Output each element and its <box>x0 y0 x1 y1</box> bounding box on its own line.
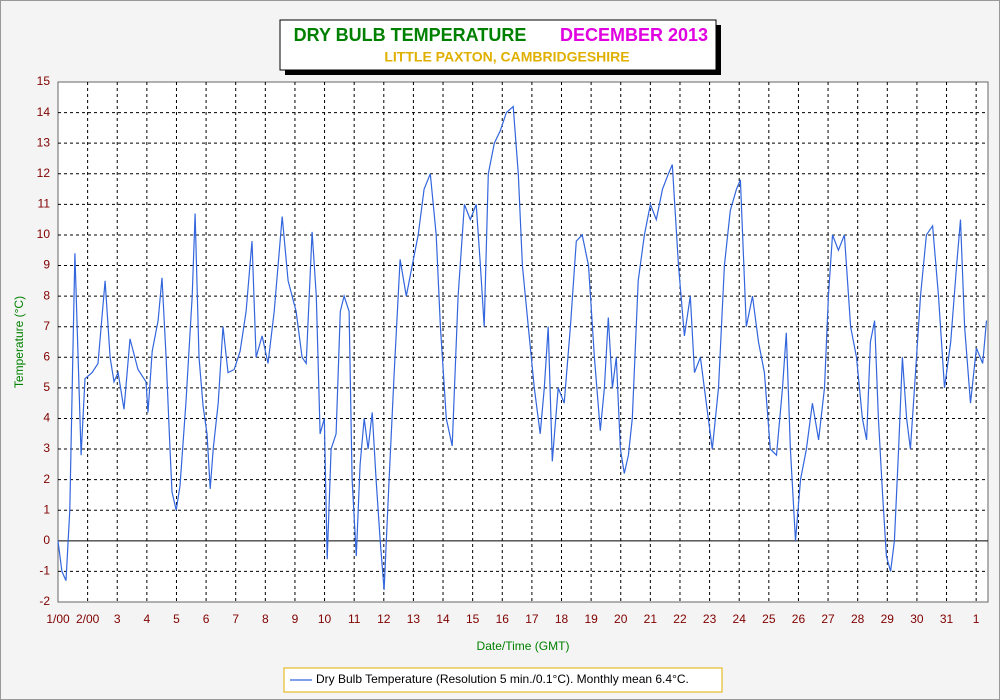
x-tick-label: 22 <box>673 612 687 626</box>
x-tick-label: 13 <box>407 612 421 626</box>
y-tick-label: 1 <box>43 502 50 516</box>
y-tick-label: 6 <box>43 349 50 363</box>
y-tick-label: 11 <box>38 197 51 211</box>
x-tick-label: 24 <box>733 612 747 626</box>
x-tick-label: 15 <box>466 612 480 626</box>
y-tick-label: -1 <box>39 564 50 578</box>
x-tick-label: 12 <box>377 612 391 626</box>
x-tick-label: 11 <box>348 612 361 626</box>
x-tick-label: 7 <box>232 612 239 626</box>
x-tick-label: 21 <box>644 612 658 626</box>
legend: Dry Bulb Temperature (Resolution 5 min./… <box>290 672 689 686</box>
x-tick-label: 6 <box>203 612 210 626</box>
y-tick-label: 13 <box>37 135 51 149</box>
y-tick-label: 9 <box>43 258 50 272</box>
title-box <box>279 19 717 71</box>
x-tick-label: 31 <box>940 612 954 626</box>
x-tick-label: 1/00 <box>46 612 70 626</box>
legend-box <box>283 667 723 693</box>
chart-title: DRY BULB TEMPERATURE <box>294 25 527 45</box>
x-tick-label: 23 <box>703 612 717 626</box>
x-tick-label: 30 <box>910 612 924 626</box>
subtitle: LITTLE PAXTON, CAMBRIDGESHIRE <box>384 49 629 65</box>
x-tick-label: 25 <box>762 612 776 626</box>
y-tick-label: -2 <box>39 594 50 608</box>
y-tick-label: 10 <box>37 227 51 241</box>
x-tick-label: 10 <box>318 612 332 626</box>
y-tick-label: 14 <box>37 105 51 119</box>
x-tick-label: 18 <box>555 612 569 626</box>
y-tick-label: 0 <box>43 533 50 547</box>
chart-title-date: DECEMBER 2013 <box>560 25 708 45</box>
plot-area <box>57 81 989 603</box>
y-axis-label: Temperature (°C) <box>12 296 26 388</box>
x-tick-label: 2/00 <box>76 612 100 626</box>
temperature-line <box>57 105 988 590</box>
x-tick-label: 5 <box>173 612 180 626</box>
x-tick-label: 19 <box>584 612 598 626</box>
x-tick-label: 28 <box>851 612 865 626</box>
x-tick-label: 29 <box>881 612 895 626</box>
x-tick-label: 1 <box>973 612 980 626</box>
x-tick-label: 9 <box>292 612 299 626</box>
x-tick-label: 3 <box>114 612 121 626</box>
x-axis-label: Date/Time (GMT) <box>477 639 570 653</box>
y-tick-label: 2 <box>43 472 50 486</box>
y-tick-label: 7 <box>43 319 50 333</box>
x-tick-label: 20 <box>614 612 628 626</box>
x-tick-label: 4 <box>144 612 151 626</box>
y-tick-label: 15 <box>37 74 51 88</box>
y-tick-label: 5 <box>43 380 50 394</box>
x-tick-label: 27 <box>821 612 835 626</box>
legend-label: Dry Bulb Temperature (Resolution 5 min./… <box>316 672 689 686</box>
x-tick-label: 16 <box>496 612 510 626</box>
y-tick-label: 4 <box>43 411 50 425</box>
x-tick-label: 26 <box>792 612 806 626</box>
y-tick-label: 3 <box>43 441 50 455</box>
x-tick-label: 8 <box>262 612 269 626</box>
y-tick-label: 8 <box>43 288 50 302</box>
x-tick-label: 14 <box>436 612 450 626</box>
y-tick-label: 12 <box>37 166 51 180</box>
x-tick-label: 17 <box>525 612 539 626</box>
